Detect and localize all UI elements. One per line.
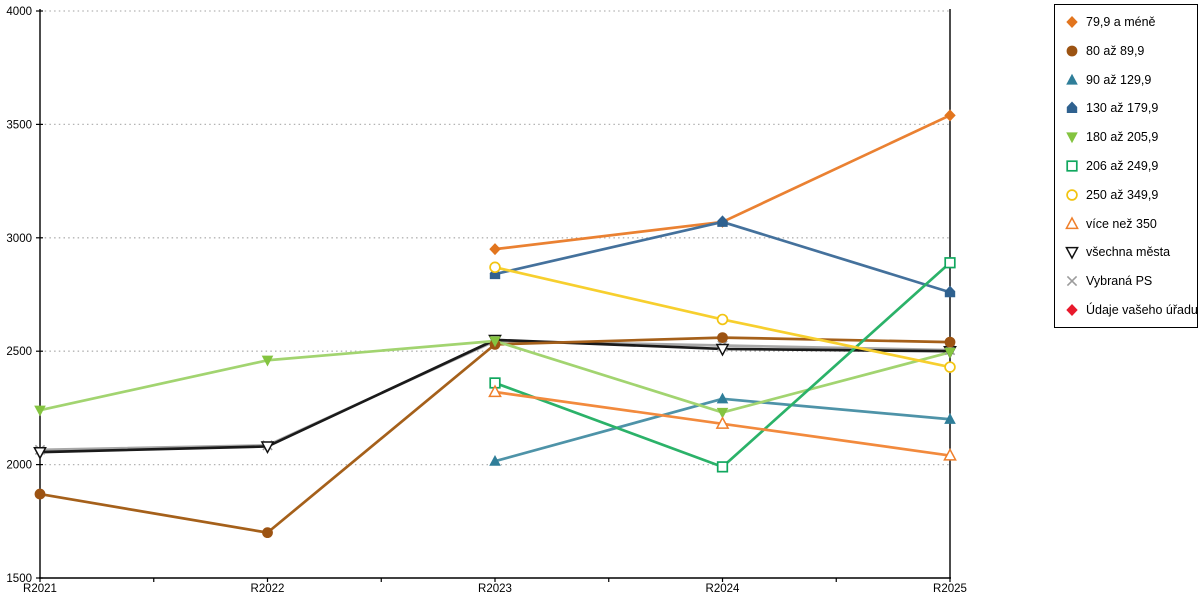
legend-item-label: 250 až 349,9 [1086, 187, 1159, 202]
legend-item-1: 80 až 89,9 [1064, 42, 1193, 60]
legend-item-5: 206 až 249,9 [1064, 157, 1193, 175]
legend-marker-square-open-icon [1066, 160, 1078, 172]
legend-marker-diamond-icon [1066, 303, 1078, 316]
legend-marker-triangle-up-icon [1066, 73, 1078, 85]
legend-item-label: Údaje vašeho úřadu [1086, 302, 1198, 317]
x-tick-label: R2022 [251, 583, 285, 595]
legend-item-label: všechna města [1086, 245, 1171, 260]
x-tick-label: R2021 [23, 583, 57, 595]
legend-item-label: Vybraná PS [1086, 274, 1153, 289]
legend-marker-circle-icon [1066, 45, 1078, 57]
legend-item-2: 90 až 129,9 [1064, 71, 1193, 89]
y-tick-label: 3000 [6, 233, 32, 245]
legend-item-label: 80 až 89,9 [1086, 43, 1145, 58]
legend-marker-triangle-open-icon [1065, 215, 1079, 229]
legend-item-0: 79,9 a méně [1064, 13, 1193, 31]
legend-marker-triangle-down-open-icon [1065, 247, 1079, 260]
legend-item-7: více než 350 [1064, 215, 1193, 233]
axes [39, 9, 951, 579]
legend-marker-diamond-icon [1066, 16, 1078, 28]
y-tick-label: 4000 [6, 6, 32, 18]
series-markers-7 [488, 384, 957, 461]
chart-legend: 79,9 a méně 80 až 89,9 90 až 129,9 130 až 1… [1054, 4, 1198, 328]
legend-item-label: 180 až 205,9 [1086, 130, 1159, 145]
legend-item-9: Vybraná PS [1064, 272, 1193, 290]
x-tick-label: R2023 [478, 583, 512, 595]
legend-marker-triangle-down-icon [1066, 132, 1078, 144]
series-markers-5 [489, 257, 956, 473]
y-tick-label: 1500 [6, 573, 32, 585]
legend-marker-x-cross-icon [1066, 276, 1078, 287]
legend-marker-pentagon-up-icon [1066, 101, 1078, 114]
series-markers-0 [489, 109, 956, 256]
x-axis-ticks: R2021 R2022 R2023 R2024 R2025 [23, 578, 967, 595]
legend-item-label: 130 až 179,9 [1086, 101, 1159, 116]
y-tick-label: 3500 [6, 119, 32, 131]
legend-item-3: 130 až 179,9 [1064, 99, 1193, 117]
series-markers-4 [34, 336, 956, 419]
series-markers-6 [489, 261, 956, 373]
gridlines [40, 10, 950, 466]
legend-item-10: Údaje vašeho úřadu [1064, 301, 1198, 319]
series-line-0 [493, 113, 952, 251]
series-line-5 [493, 261, 952, 469]
legend-item-8: všechna města [1064, 243, 1193, 261]
x-tick-label: R2025 [933, 583, 967, 595]
series-markers-1 [34, 332, 956, 539]
y-tick-label: 2000 [6, 460, 32, 472]
series-markers-2 [489, 392, 956, 466]
y-tick-label: 2500 [6, 346, 32, 358]
legend-item-label: 79,9 a méně [1086, 15, 1156, 29]
legend-marker-circle-open-icon [1066, 189, 1078, 201]
legend-item-label: 206 až 249,9 [1086, 158, 1159, 173]
legend-item-4: 180 až 205,9 [1064, 128, 1193, 146]
legend-item-6: 250 až 349,9 [1064, 186, 1193, 204]
legend-item-label: 90 až 129,9 [1086, 72, 1152, 87]
legend-item-label: více než 350 [1086, 216, 1157, 231]
x-tick-label: R2024 [706, 583, 740, 595]
